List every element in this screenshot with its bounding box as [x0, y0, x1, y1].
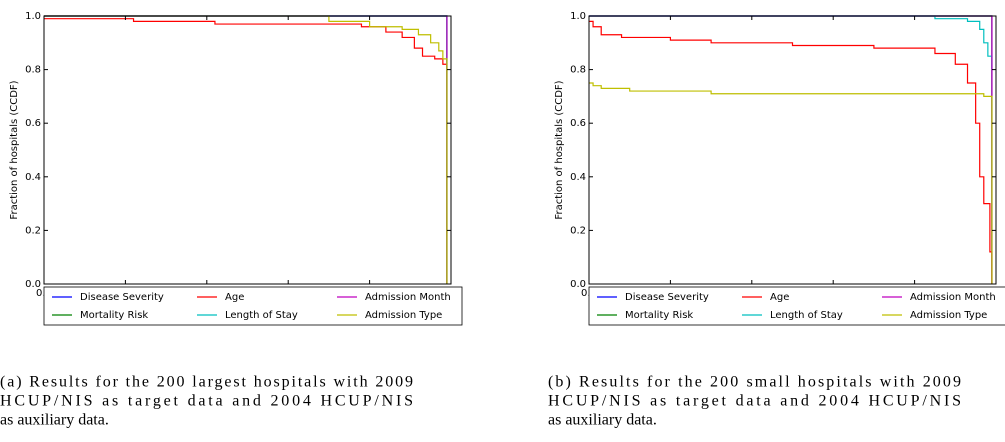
- legend-label: Length of Stay: [225, 310, 298, 321]
- y-tick-label: 0.8: [570, 65, 586, 76]
- series-line: [589, 15, 993, 70]
- legend-label: Admission Type: [910, 310, 987, 321]
- y-tick-label: 1.0: [25, 11, 41, 22]
- series-line: [589, 15, 993, 284]
- y-tick-label: 0.4: [25, 172, 41, 183]
- series-line: [589, 15, 993, 284]
- legend-label: Admission Type: [365, 310, 442, 321]
- legend-label: Mortality Risk: [625, 310, 693, 321]
- legend-box: [588, 286, 1005, 326]
- caption-line: HCUP/NIS as target data and 2004 HCUP/NI…: [0, 393, 413, 410]
- y-tick-label: 1.0: [570, 11, 586, 22]
- legend-label: Age: [225, 292, 244, 303]
- legend-label: Disease Severity: [625, 292, 709, 303]
- y-tick-label: 0.4: [570, 172, 586, 183]
- series-line: [44, 18, 448, 284]
- series-line: [589, 15, 993, 284]
- y-axis-label: Fraction of hospitals (CCDF): [9, 80, 20, 219]
- series-line: [589, 20, 993, 284]
- series-line: [44, 15, 448, 284]
- caption-line: (a) Results for the 200 largest hospital…: [0, 374, 413, 391]
- series-line: [44, 15, 448, 284]
- chart: 0.00.20.40.60.81.00.00.20.40.60.81.0Cumu…: [0, 11, 463, 429]
- caption-line: as auxiliary data.: [548, 412, 657, 429]
- legend-label: Admission Month: [365, 292, 451, 303]
- plot-frame: [588, 15, 997, 285]
- y-axis-label: Fraction of hospitals (CCDF): [554, 80, 565, 219]
- legend-label: Age: [770, 292, 789, 303]
- legend-label: Admission Month: [910, 292, 996, 303]
- series-line: [44, 15, 448, 284]
- chart: 0.00.20.40.60.81.00.00.20.40.60.81.0Cumu…: [548, 11, 1005, 429]
- series-line: [589, 82, 993, 284]
- y-tick-label: 0.2: [570, 225, 586, 236]
- caption-line: as auxiliary data.: [0, 412, 109, 429]
- series-line: [44, 15, 448, 284]
- caption-line: (b) Results for the 200 small hospitals …: [548, 374, 961, 391]
- y-tick-label: 0.8: [25, 65, 41, 76]
- y-tick-label: 0.0: [25, 279, 41, 290]
- y-tick-label: 0.6: [25, 118, 41, 129]
- legend-label: Length of Stay: [770, 310, 843, 321]
- legend-box: [43, 286, 463, 326]
- legend-label: Mortality Risk: [80, 310, 148, 321]
- plot-frame: [43, 15, 452, 285]
- y-tick-label: 0.2: [25, 225, 41, 236]
- legend-label: Disease Severity: [80, 292, 164, 303]
- y-tick-label: 0.0: [570, 279, 586, 290]
- y-tick-label: 0.6: [570, 118, 586, 129]
- series-line: [44, 15, 448, 284]
- caption-line: HCUP/NIS as target data and 2004 HCUP/NI…: [548, 393, 961, 410]
